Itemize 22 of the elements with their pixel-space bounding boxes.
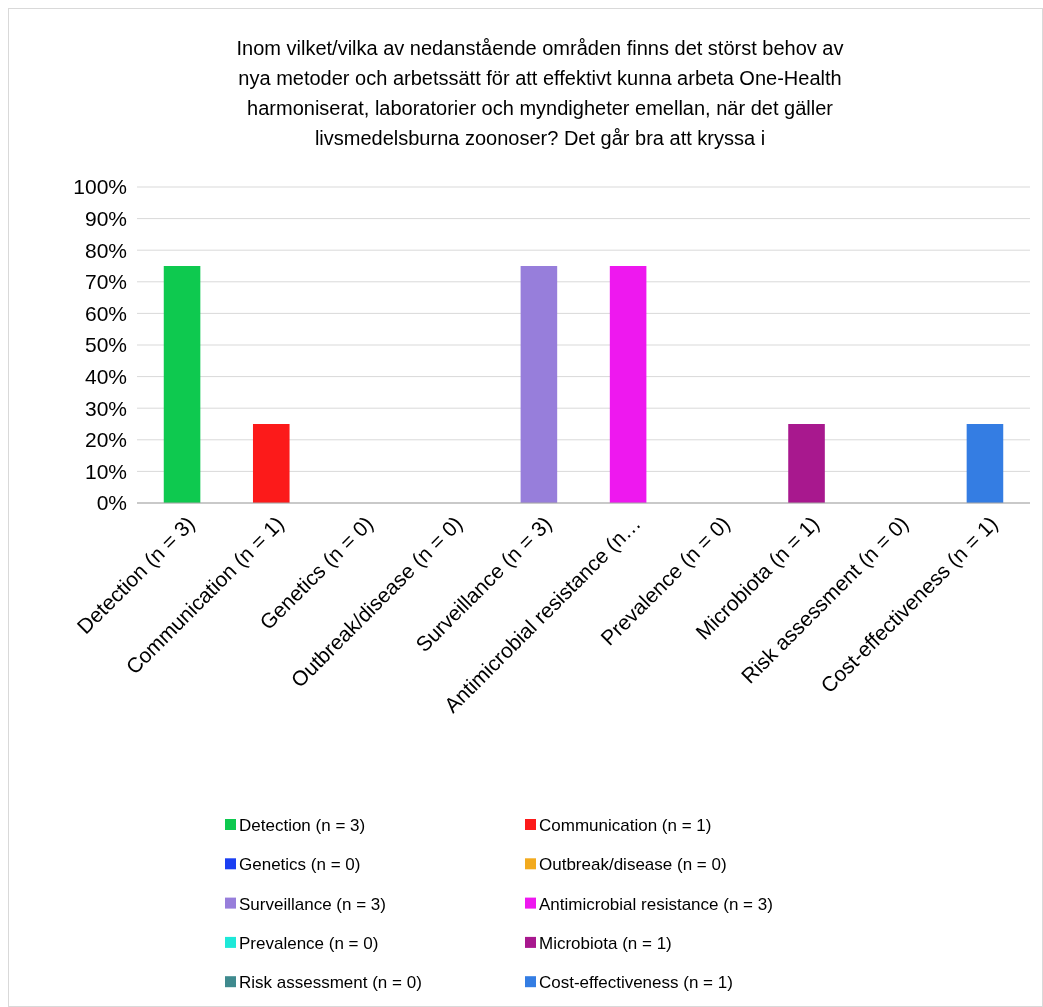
chart-title: Inom vilket/vilka av nedanstående områden finns det störst behov av nya metoder och arbetssätt för att effektivt kunna arbeta One-Health harmoniserat, laboratorier och myndigheter emellan, när det gäller livsmedelsburna zoonoser? Det går bra att kryssa i	[236, 37, 844, 149]
y-tick-label: 80%	[84, 238, 127, 262]
legend-label: Microbiota (n = 1)	[539, 933, 672, 953]
legend-label: Risk assessment (n = 0)	[239, 973, 422, 993]
legend-label: Genetics (n = 0)	[239, 855, 361, 875]
y-tick-label: 40%	[84, 364, 127, 388]
y-tick-label: 10%	[84, 459, 127, 483]
y-tick-label: 60%	[84, 301, 127, 325]
y-tick-label: 90%	[84, 206, 127, 230]
legend-label: Cost-effectiveness (n = 1)	[539, 973, 733, 993]
y-tick-label: 70%	[84, 270, 127, 294]
legend-label: Communication (n = 1)	[539, 815, 712, 835]
legend-label: Prevalence (n = 0)	[239, 933, 379, 953]
y-tick-label: 0%	[96, 491, 127, 515]
y-tick-label: 50%	[84, 333, 127, 357]
legend-label: Detection (n = 3)	[239, 815, 366, 835]
legend-label: Antimicrobial resistance (n = 3)	[539, 894, 773, 914]
legend-label: Surveillance (n = 3)	[239, 894, 386, 914]
y-tick-label: 30%	[84, 396, 127, 420]
y-tick-label: 100%	[73, 175, 127, 199]
legend-label: Outbreak/disease (n = 0)	[539, 855, 727, 875]
y-tick-label: 20%	[84, 428, 127, 452]
